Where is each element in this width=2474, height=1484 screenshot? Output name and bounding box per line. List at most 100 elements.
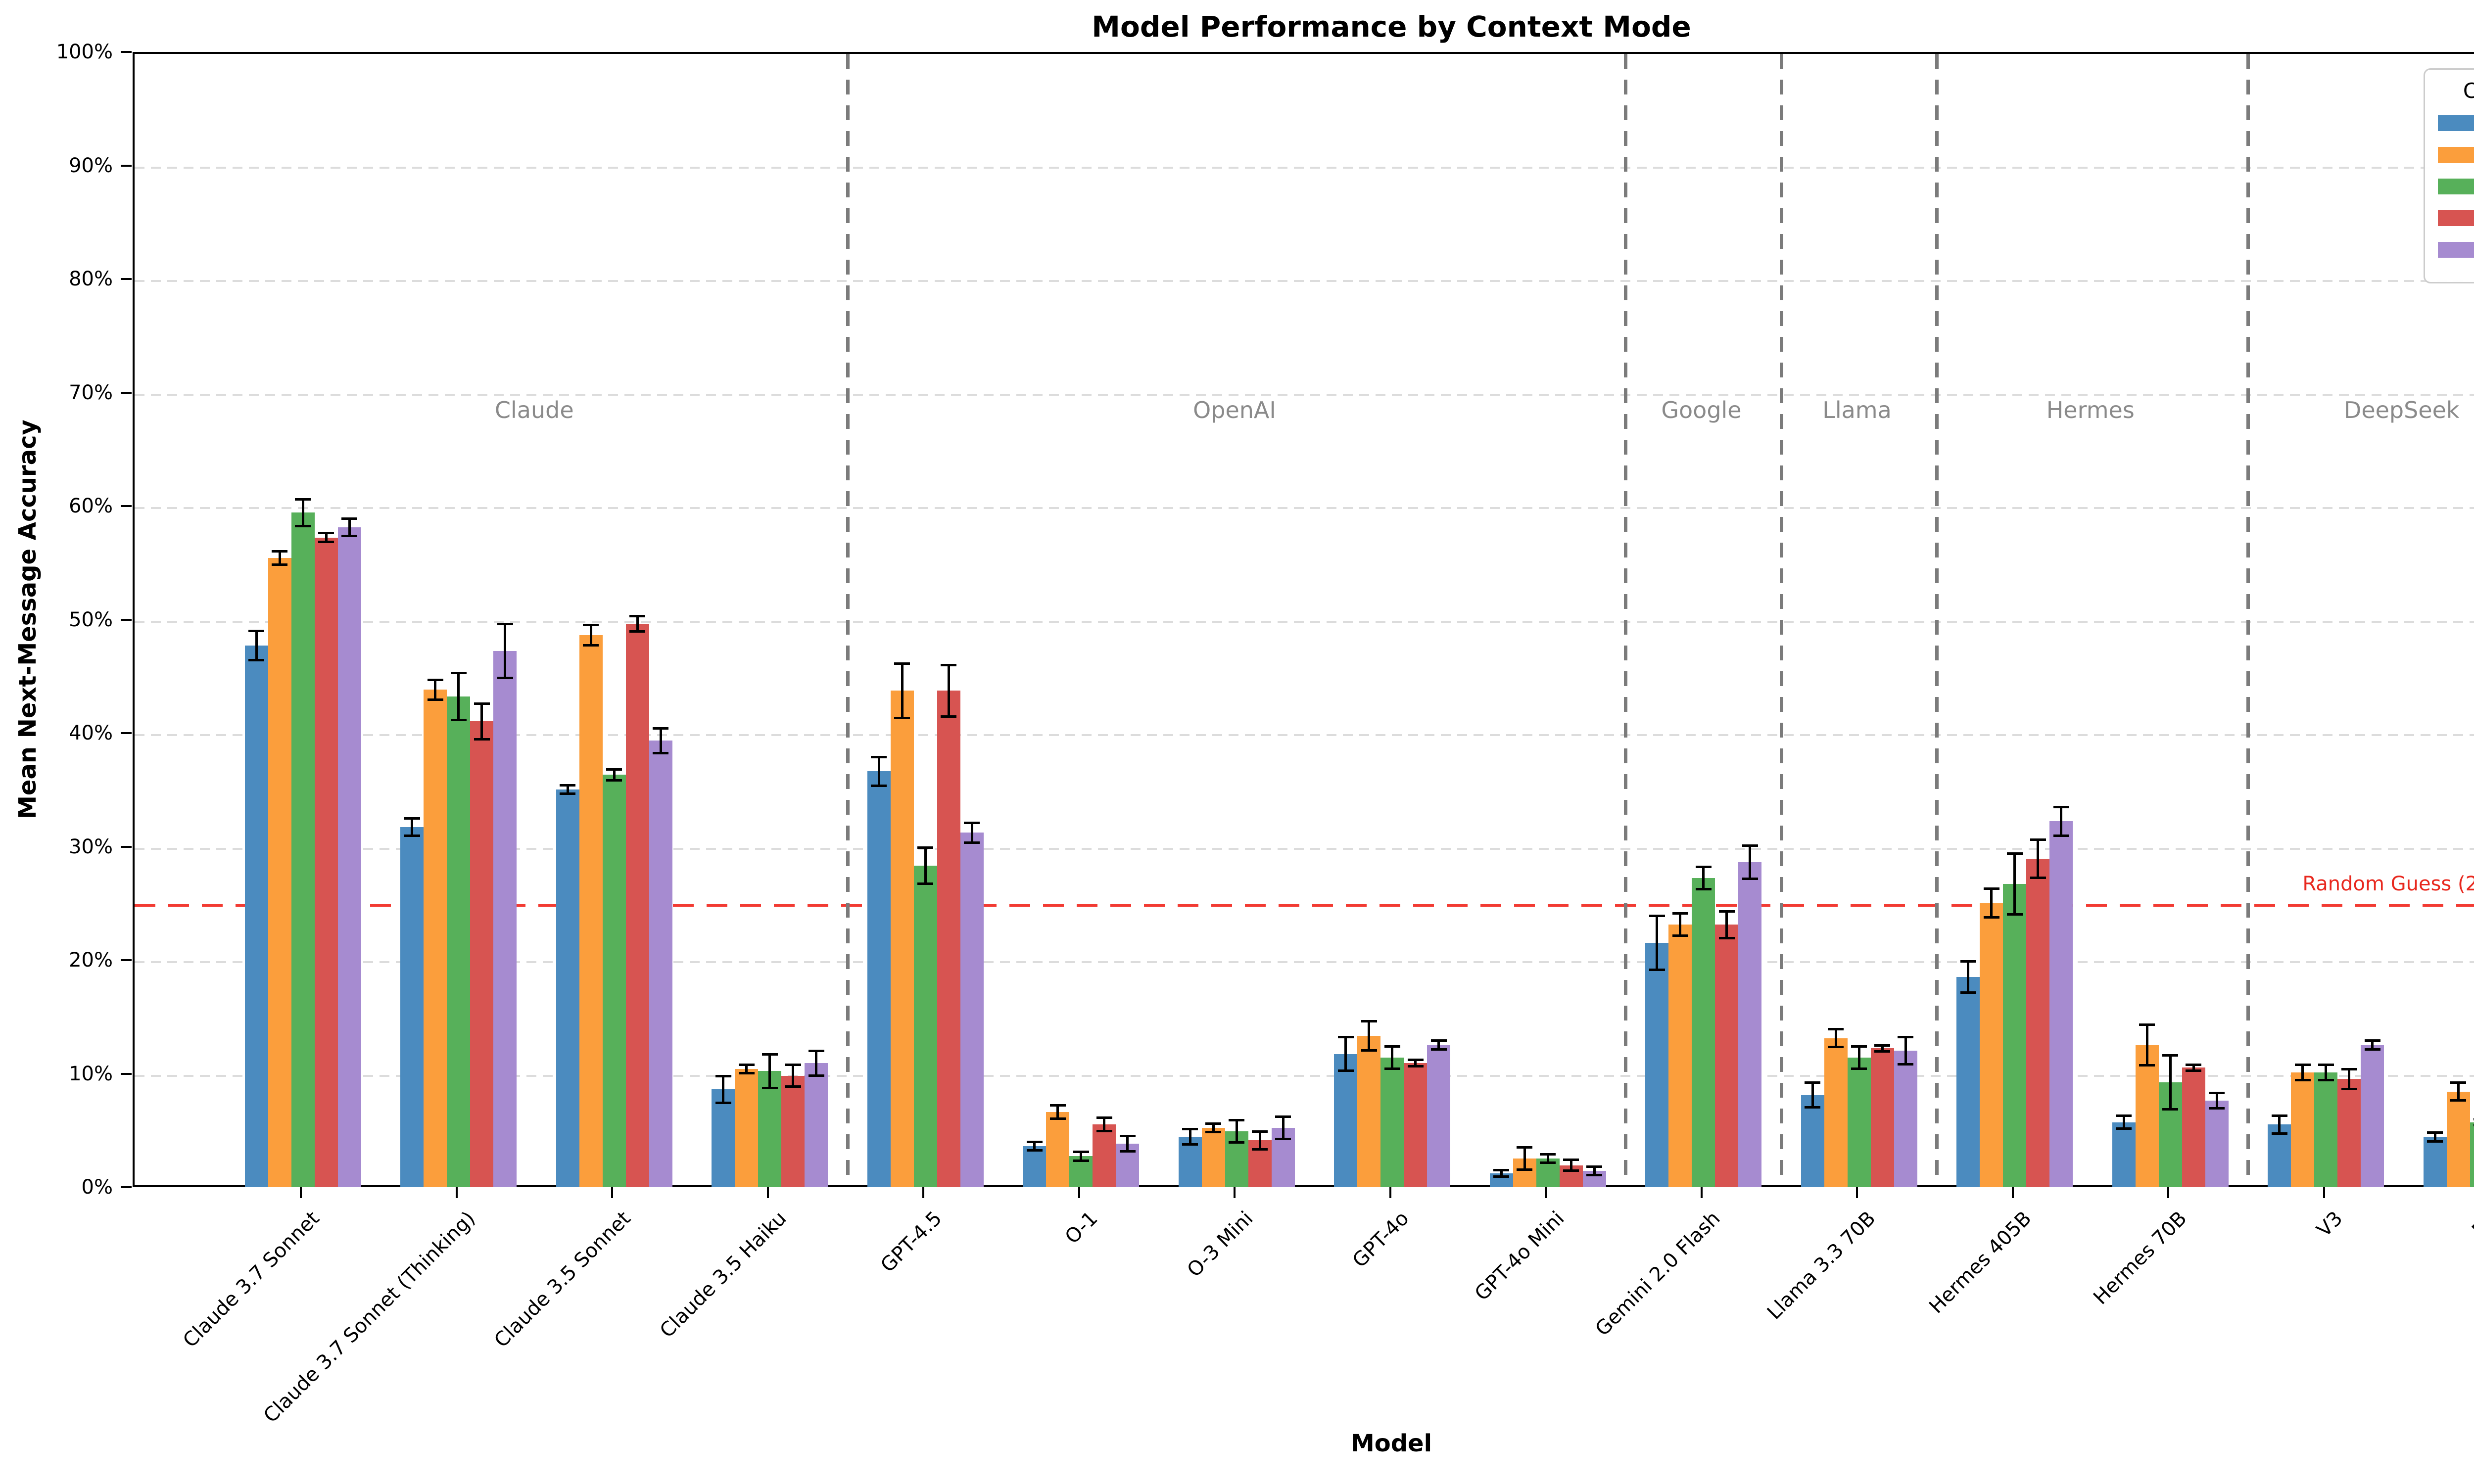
x-tick-mark <box>1389 1187 1391 1198</box>
section-label: OpenAI <box>1193 396 1276 423</box>
error-bar-cap <box>1742 878 1758 881</box>
error-bar-cap <box>1026 1140 1043 1143</box>
error-bar-cap <box>2162 1108 2178 1111</box>
error-bar-cap <box>1182 1128 1198 1131</box>
error-bar-cap <box>404 835 420 837</box>
error-bar-cap <box>583 644 599 647</box>
error-bar <box>1546 1154 1549 1163</box>
error-bar-cap <box>871 785 887 788</box>
error-bar <box>1368 1021 1370 1051</box>
y-tick-mark <box>121 732 132 734</box>
error-bar-cap <box>2030 838 2046 841</box>
section-separator <box>2246 54 2250 1185</box>
error-bar-cap <box>1407 1065 1424 1068</box>
error-bar-cap <box>1182 1143 1198 1146</box>
y-tick-label: 90% <box>69 154 113 177</box>
error-bar <box>1103 1117 1105 1131</box>
error-bar-cap <box>318 540 334 543</box>
x-tick-mark <box>1856 1187 1858 1198</box>
x-tick-mark <box>1700 1187 1703 1198</box>
section-label: Hermes <box>2046 396 2135 423</box>
error-bar <box>636 616 639 632</box>
x-tick-mark <box>455 1187 458 1198</box>
y-tick-mark <box>121 278 132 280</box>
error-bar <box>1967 961 1969 993</box>
bar-o-1-no-context <box>1023 1146 1046 1187</box>
error-bar-cap <box>1851 1045 1867 1048</box>
error-bar <box>2037 839 2039 879</box>
bar-r1-50-raw <box>2446 1091 2470 1187</box>
error-bar-cap <box>2427 1140 2443 1143</box>
error-bar <box>1593 1166 1596 1176</box>
error-bar-cap <box>1672 912 1688 915</box>
error-bar <box>325 533 328 542</box>
error-bar-cap <box>653 727 668 730</box>
legend-swatch <box>2438 210 2474 226</box>
error-bar <box>1523 1147 1526 1170</box>
error-bar-cap <box>653 751 668 754</box>
bar-gemini-2-0-flash-100-summary <box>1738 862 1761 1187</box>
error-bar-cap <box>1672 934 1688 937</box>
error-bar-cap <box>1275 1115 1291 1118</box>
error-bar-cap <box>1828 1028 1844 1031</box>
error-bar-cap <box>450 719 467 722</box>
bar-claude-3-7-sonnet-thinking--100-raw <box>470 721 493 1187</box>
error-bar-cap <box>1493 1175 1509 1178</box>
error-bar-cap <box>318 532 334 535</box>
y-tick-label: 100% <box>56 41 113 63</box>
bar-v3-50-raw <box>2291 1072 2314 1187</box>
error-bar-cap <box>1874 1044 1890 1047</box>
y-tick-mark <box>121 1186 132 1188</box>
error-bar-cap <box>2318 1063 2334 1066</box>
error-bar-cap <box>1517 1168 1532 1171</box>
x-tick-label: R1 <box>2468 1207 2474 1242</box>
error-bar-cap <box>1695 866 1712 869</box>
bar-gpt-4o-50-summary <box>1380 1057 1404 1187</box>
bar-gpt-4-5-50-raw <box>890 691 914 1187</box>
section-label: Claude <box>494 396 574 423</box>
y-tick-label: 10% <box>69 1062 113 1085</box>
error-bar-cap <box>1026 1149 1043 1152</box>
error-bar <box>2215 1092 2218 1109</box>
error-bar-cap <box>1493 1168 1509 1171</box>
x-tick-mark <box>922 1187 924 1198</box>
bar-claude-3-7-sonnet-thinking--50-summary <box>447 696 470 1187</box>
error-bar-cap <box>1049 1117 1066 1120</box>
error-bar-cap <box>1096 1129 1112 1132</box>
error-bar-cap <box>606 779 622 782</box>
bar-gpt-4o-50-raw <box>1357 1036 1380 1187</box>
gridline <box>135 280 2474 282</box>
error-bar-cap <box>497 677 513 680</box>
error-bar-cap <box>404 817 420 820</box>
error-bar-cap <box>248 658 264 661</box>
error-bar-cap <box>629 630 645 633</box>
x-tick-mark <box>766 1187 769 1198</box>
bar-llama-3-3-70b-100-summary <box>1894 1051 1917 1187</box>
bar-r1-no-context <box>2423 1137 2447 1187</box>
error-bar-cap <box>2318 1078 2334 1081</box>
random-guess-label: Random Guess (25%) <box>2302 873 2474 896</box>
error-bar-cap <box>272 550 287 553</box>
legend: Context Mode No Context 50 Raw 50 Summary 1… <box>2424 68 2474 283</box>
error-bar-cap <box>1540 1153 1556 1156</box>
error-bar-cap <box>2364 1039 2380 1042</box>
x-tick-label: Claude 3.5 Sonnet <box>490 1207 635 1352</box>
error-bar-cap <box>761 1053 778 1056</box>
error-bar-cap <box>1898 1036 1913 1039</box>
error-bar <box>1080 1152 1082 1161</box>
legend-item: 50 Raw <box>2438 143 2474 166</box>
bar-llama-3-3-70b-50-summary <box>1847 1057 1871 1187</box>
error-bar-cap <box>1718 936 1735 939</box>
error-bar-cap <box>427 678 443 681</box>
error-bar <box>2060 806 2062 836</box>
x-tick-label: Claude 3.5 Haiku <box>655 1207 791 1343</box>
bar-gpt-4o-no-context <box>1334 1054 1357 1187</box>
gridline <box>135 961 2474 963</box>
error-bar <box>301 499 304 526</box>
error-bar-cap <box>785 1085 801 1088</box>
bar-claude-3-7-sonnet-thinking--no-context <box>400 827 424 1187</box>
bar-v3-100-summary <box>2361 1045 2384 1187</box>
error-bar-cap <box>1874 1050 1890 1053</box>
x-tick-label: GPT-4.5 <box>876 1207 947 1277</box>
